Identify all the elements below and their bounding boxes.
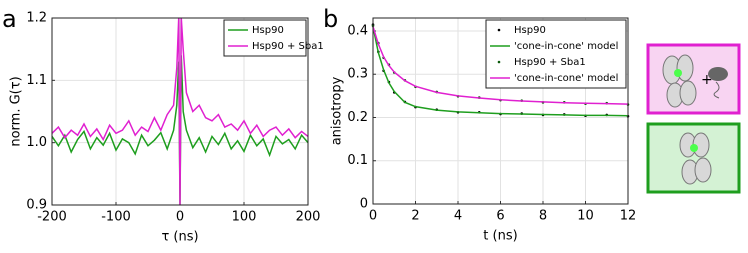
x-tick-label: 10 [577,209,594,224]
svg-text:+: + [701,72,713,88]
axes-frame [372,17,629,205]
panel-label: a [2,5,17,33]
y-tick-label: 0.9 [26,198,47,213]
data-line [372,26,629,105]
x-tick-label: 8 [539,209,547,224]
legend-swatch [497,60,501,64]
y-tick-label: 0.3 [347,67,368,82]
x-tick-label: -100 [101,210,131,225]
legend-swatch [497,28,501,32]
legend-label: Hsp90 + Sba1 [252,41,324,52]
icon-apo [646,122,741,194]
x-axis-label: t (ns) [483,229,517,244]
y-tick-label: 0.4 [347,23,368,38]
x-tick-label: 0 [369,209,377,224]
legend-label: Hsp90 [514,25,546,36]
x-tick-label: 2 [411,209,419,224]
icon-complex: + [646,43,741,115]
y-tick-label: 1.1 [26,73,47,88]
x-tick-label: 100 [232,210,257,225]
axes-frame [51,17,309,206]
y-tick-label: 1.0 [26,135,47,150]
y-tick-label: 0.2 [347,110,368,125]
x-axis-label: τ (ns) [161,230,198,245]
y-axis-label: anisotropy [330,76,345,145]
legend-label: Hsp90 + Sba1 [514,57,586,68]
panel-label: b [323,5,338,33]
legend-label: 'cone-in-cone' model [514,73,618,84]
x-tick-label: 12 [620,209,637,224]
x-tick-label: 6 [496,209,504,224]
y-tick-label: 0.1 [347,153,368,168]
x-tick-label: 0 [176,210,184,225]
legend-label: 'cone-in-cone' model [514,41,618,52]
y-axis-label: norm. G(τ) [9,76,24,146]
legend-box [485,19,627,89]
legend-label: Hsp90 [252,25,284,36]
data-line [372,26,629,117]
y-tick-label: 0 [360,197,368,212]
x-tick-label: 4 [454,209,462,224]
y-tick-label: 1.2 [26,11,47,26]
x-tick-label: -200 [37,210,67,225]
legend-box [223,19,307,57]
x-tick-label: 200 [296,210,321,225]
